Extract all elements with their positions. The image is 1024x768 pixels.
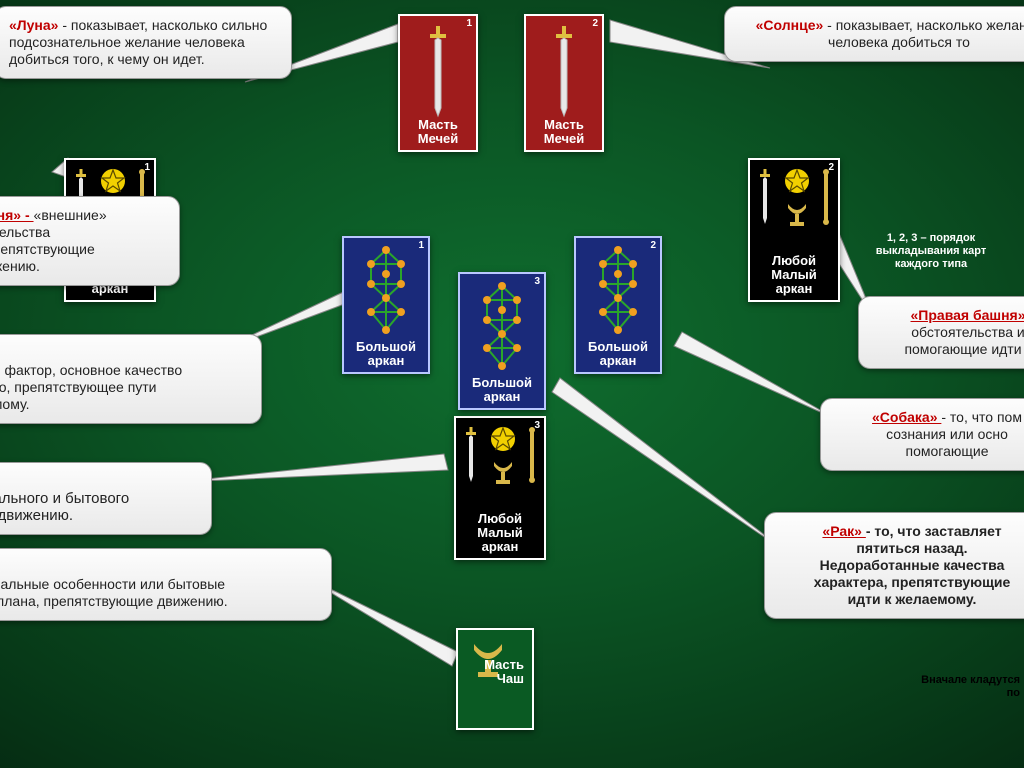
card-number: 3 (534, 276, 540, 287)
card-major-2: 2 Большой аркан (574, 236, 662, 374)
card-number: 1 (418, 240, 424, 251)
card-number: 1 (466, 18, 472, 29)
card-cup: Масть Чаш (456, 628, 534, 730)
bubble-emotional: ональные особенности или бытовые » плана… (0, 548, 332, 621)
minor-glyph-cluster (456, 424, 544, 488)
pentacle-icon (490, 426, 516, 452)
sword-icon (464, 426, 478, 484)
bubble-left-tower: шня» - «внешние» ятельства препятствующи… (0, 196, 180, 286)
card-number: 2 (650, 240, 656, 251)
bubble-title: «Луна» (9, 17, 58, 33)
bubble-right-tower: «Правая башня» обстоятельства и помогающ… (858, 296, 1024, 369)
card-label: Масть Мечей (400, 118, 476, 146)
card-number: 2 (592, 18, 598, 29)
card-minor-3: 3 Любой Малый аркан (454, 416, 546, 560)
cup-icon (786, 202, 808, 228)
bubble-sun: «Солнце» - показывает, насколько желание… (724, 6, 1024, 62)
card-label: Большой аркан (460, 376, 544, 404)
sword-icon (552, 22, 576, 118)
card-sword-2: 2 Масть Мечей (524, 14, 604, 152)
wand-icon (822, 168, 830, 226)
tree-of-life-icon (593, 244, 643, 338)
tree-of-life-icon (477, 280, 527, 374)
minor-glyph-cluster (750, 166, 838, 230)
bubble-text: ональные особенности или бытовые » плана… (0, 576, 228, 609)
stage: 1 Масть Мечей 2 Масть Мечей 1 Любой Малы… (0, 0, 1024, 768)
footnote: Вначале кладутся по (910, 674, 1020, 700)
bubble-text: обстоятельства и помогающие идти к (904, 324, 1024, 357)
order-note: 1, 2, 3 – порядок выкладывания карт кажд… (856, 232, 1006, 271)
bubble-social: иального и бытового е движению. (0, 462, 212, 535)
bubble-text: - показывает, насколько желание человека… (823, 17, 1024, 50)
card-major-3: 3 Большой аркан (458, 272, 546, 410)
bubble-text: иального и бытового е движению. (0, 490, 129, 524)
bubble-title: «Собака» (872, 409, 941, 425)
card-label: Большой аркан (576, 340, 660, 368)
bubble-title: шня» - (0, 207, 34, 223)
card-label: Масть Чаш (484, 658, 524, 686)
cup-icon (492, 460, 514, 486)
bubble-title: «Правая башня» (911, 307, 1024, 323)
card-label: Большой аркан (344, 340, 428, 368)
bubble-factor: ий фактор, основное качество тво, препят… (0, 334, 262, 424)
card-label: Масть Мечей (526, 118, 602, 146)
bubble-moon: «Луна» - показывает, насколько сильно по… (0, 6, 292, 79)
sword-icon (426, 22, 450, 118)
sword-icon (758, 168, 772, 226)
bubble-title: «Рак» (822, 523, 865, 539)
bubble-title: «Солнце» (756, 17, 824, 33)
card-minor-2: 2 Любой Малый аркан (748, 158, 840, 302)
card-sword-1: 1 Масть Мечей (398, 14, 478, 152)
tree-of-life-icon (361, 244, 411, 338)
wand-icon (528, 426, 536, 484)
pentacle-icon (784, 168, 810, 194)
bubble-crab: «Рак» - то, что заставляет пятиться наза… (764, 512, 1024, 619)
bubble-dog: «Собака» - то, что пом сознания или осно… (820, 398, 1024, 471)
card-major-1: 1 Большой аркан (342, 236, 430, 374)
card-label: Любой Малый аркан (456, 512, 544, 554)
bubble-text: ий фактор, основное качество тво, препят… (0, 362, 182, 412)
pentacle-icon (100, 168, 126, 194)
card-label: Любой Малый аркан (750, 254, 838, 296)
